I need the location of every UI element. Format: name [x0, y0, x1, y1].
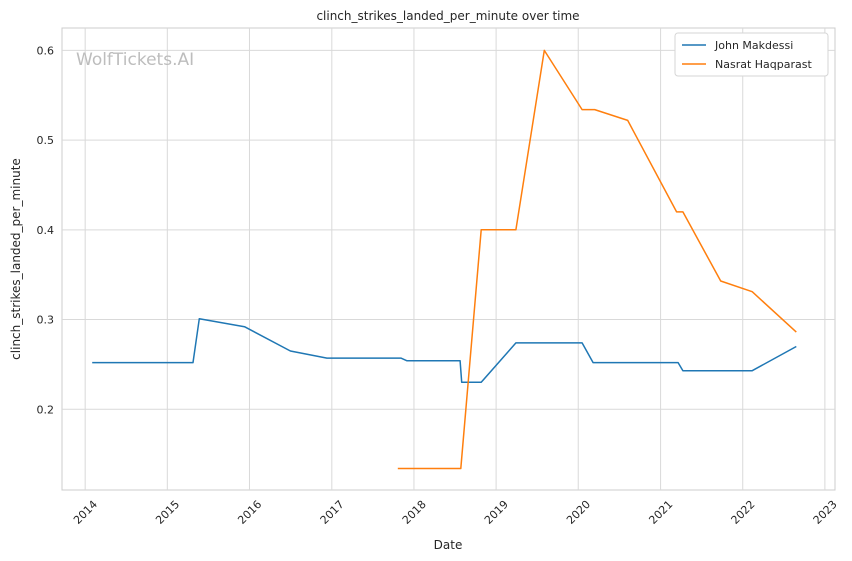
y-tick-label: 0.6 — [37, 44, 55, 57]
series-line-nasrat-haqparast — [397, 49, 797, 470]
y-tick-label: 0.2 — [37, 403, 55, 416]
y-tick-label: 0.5 — [37, 134, 55, 147]
y-axis-ticks: 0.2 0.3 0.4 0.5 0.6 — [37, 44, 55, 416]
series-layer — [92, 49, 797, 470]
x-axis-ticks: 2014 2015 2016 2017 2018 2019 2020 2021 2022 2023 — [71, 498, 840, 527]
x-tick-label: 2020 — [564, 498, 593, 527]
series-line-john-makdessi — [92, 317, 797, 384]
x-tick-label: 2016 — [235, 498, 264, 527]
y-tick-label: 0.4 — [37, 224, 55, 237]
x-tick-label: 2023 — [811, 498, 840, 527]
legend-label-nasrat-haqparast: Nasrat Haqparast — [715, 58, 812, 71]
x-tick-label: 2019 — [482, 498, 511, 527]
x-tick-label: 2015 — [153, 498, 182, 527]
legend-label-john-makdessi: John Makdessi — [714, 39, 793, 52]
plot-area — [61, 27, 836, 491]
x-tick-label: 2017 — [318, 498, 347, 527]
x-tick-label: 2022 — [729, 498, 758, 527]
x-tick-label: 2021 — [646, 498, 675, 527]
watermark: WolfTickets.AI — [76, 50, 194, 70]
legend-box — [674, 32, 829, 77]
grid — [62, 28, 835, 490]
y-axis-title: clinch_strikes_landed_per_minute — [9, 158, 23, 360]
chart-title: clinch_strikes_landed_per_minute over ti… — [316, 9, 579, 23]
x-tick-label: 2018 — [400, 498, 429, 527]
legend: John Makdessi Nasrat Haqparast — [674, 32, 829, 77]
x-tick-label: 2014 — [71, 498, 100, 527]
y-tick-label: 0.3 — [37, 314, 55, 327]
x-axis-title: Date — [434, 538, 463, 552]
